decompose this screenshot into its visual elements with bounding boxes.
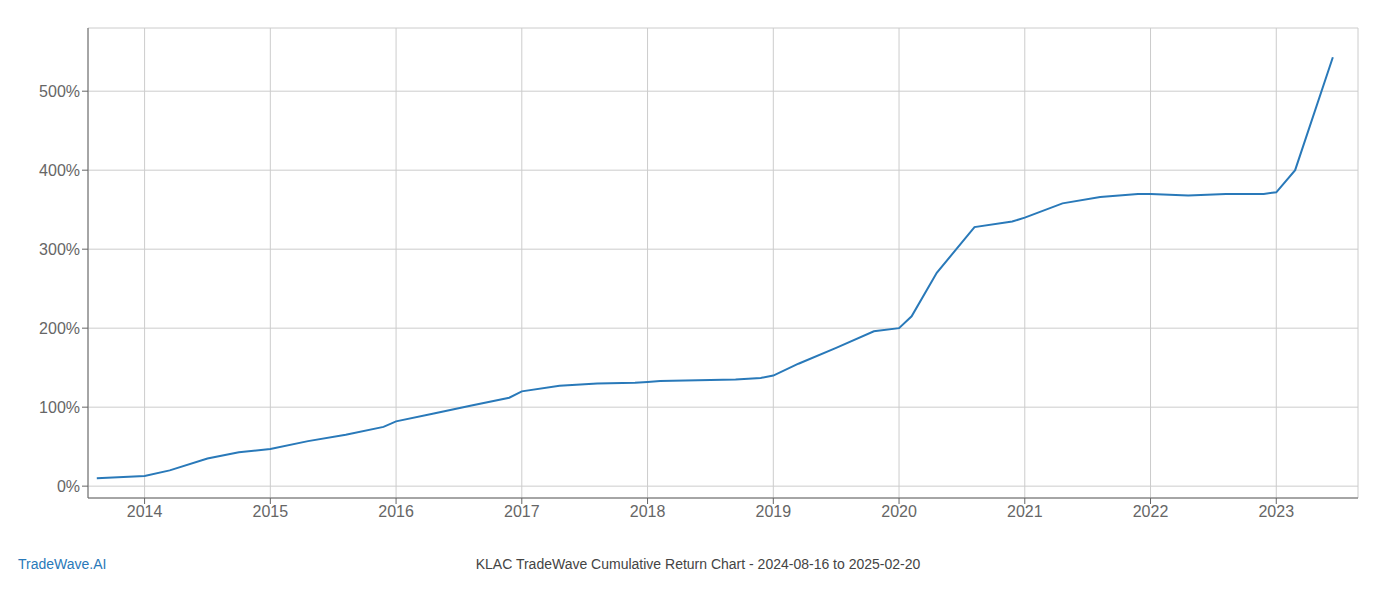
svg-text:2015: 2015 (253, 503, 289, 520)
html-text:KLAC TradeWave Cumulative Retu: KLAC TradeWave Cumulative Return Chart -… (475, 556, 921, 572)
svg-text:2023: 2023 (1258, 503, 1294, 520)
svg-text:0%: 0% (57, 478, 80, 495)
svg-text:2014: 2014 (127, 503, 163, 520)
svg-text:2022: 2022 (1133, 503, 1169, 520)
svg-text:2018: 2018 (630, 503, 666, 520)
svg-text:400%: 400% (39, 162, 80, 179)
svg-text:2021: 2021 (1007, 503, 1043, 520)
svg-text:2019: 2019 (756, 503, 792, 520)
html-text:TradeWave.AI: TradeWave.AI (18, 556, 107, 572)
svg-text:2016: 2016 (378, 503, 414, 520)
svg-text:100%: 100% (39, 399, 80, 416)
svg-text:300%: 300% (39, 241, 80, 258)
svg-text:200%: 200% (39, 320, 80, 337)
svg-text:500%: 500% (39, 83, 80, 100)
svg-text:2017: 2017 (504, 503, 540, 520)
svg-text:2020: 2020 (881, 503, 917, 520)
